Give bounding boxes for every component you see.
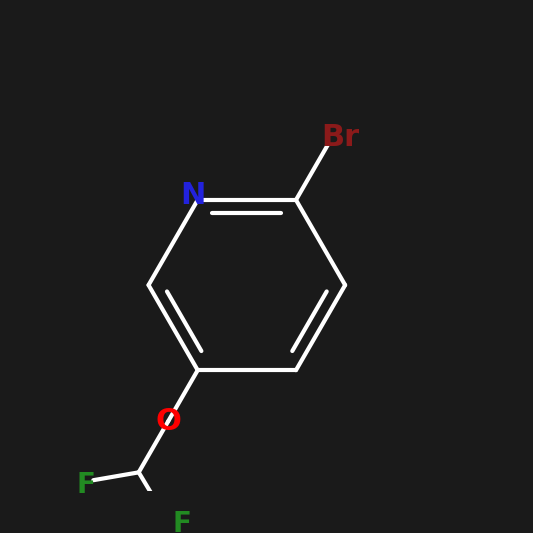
Text: O: O [155,407,181,436]
Text: Br: Br [321,123,359,152]
Text: F: F [173,511,192,533]
Text: N: N [180,181,205,209]
Text: F: F [77,471,95,499]
